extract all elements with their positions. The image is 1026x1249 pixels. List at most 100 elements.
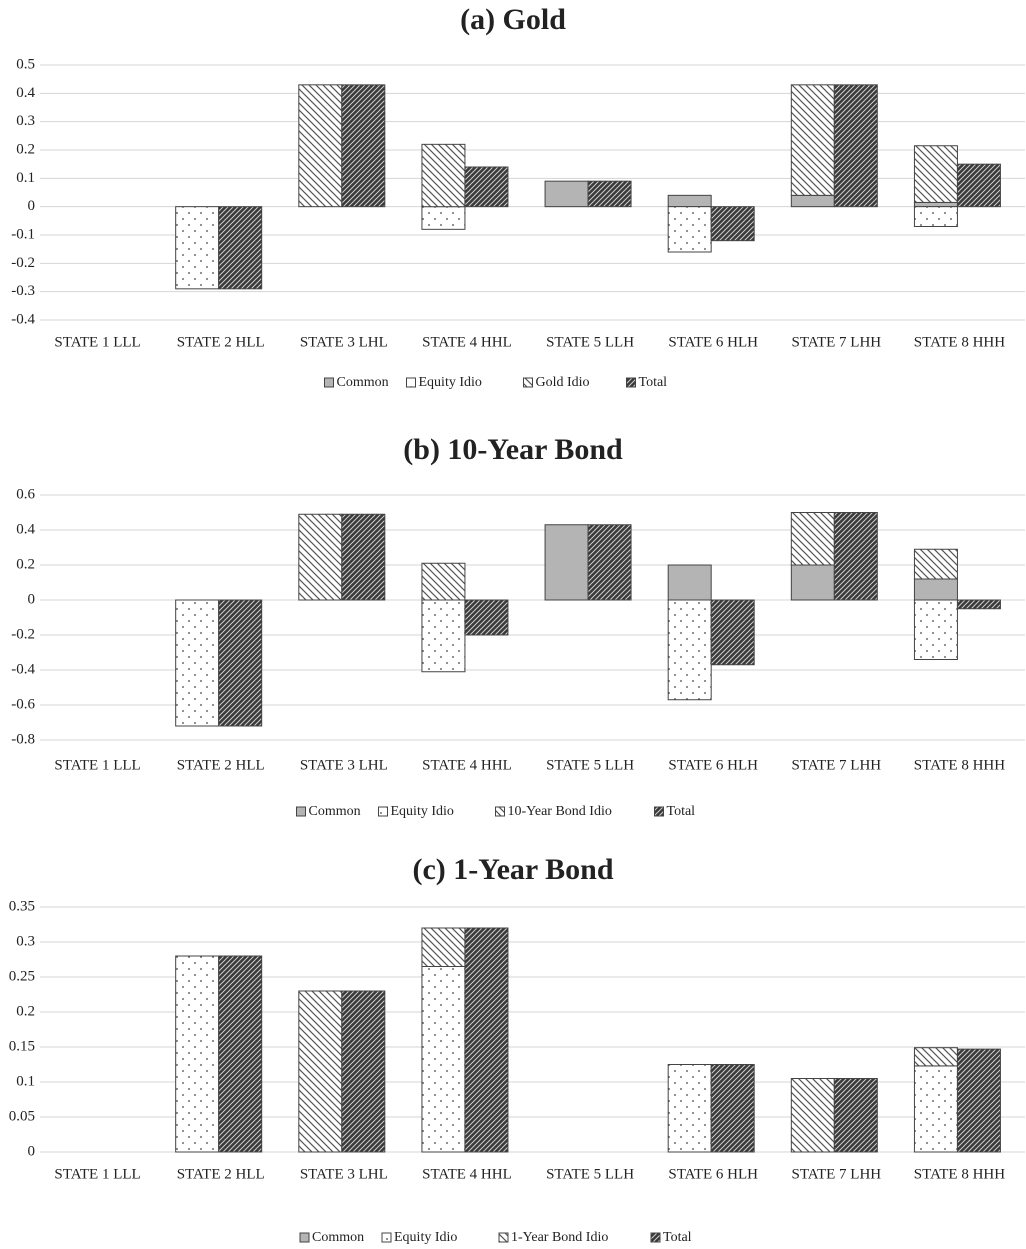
x-tick-label: STATE 3 LHL [300, 334, 388, 350]
x-tick-label: STATE 3 LHL [300, 1166, 388, 1182]
bar-segment [913, 1047, 958, 1067]
legend-swatch [650, 1232, 661, 1243]
legend-label: Equity Idio [394, 1230, 457, 1245]
y-tick-label: -0.2 [11, 255, 35, 271]
y-tick-label: 0.6 [16, 486, 35, 502]
y-tick-label: 0.35 [9, 898, 35, 914]
bar-segment [790, 194, 835, 208]
bar-segment [298, 513, 343, 601]
y-tick-label: 0 [28, 591, 36, 607]
bar-segment [421, 966, 466, 1153]
chart-title: (b) 10-Year Bond [403, 433, 623, 466]
x-tick-label: STATE 2 HLL [177, 334, 265, 350]
legend-label: Total [639, 375, 668, 390]
legend-label: Common [312, 1230, 364, 1245]
y-tick-label: 0.25 [9, 968, 35, 984]
y-tick-label: 0.2 [16, 141, 35, 157]
bar-segment [667, 564, 712, 601]
y-tick-label: -0.1 [11, 226, 35, 242]
y-tick-label: -0.8 [11, 731, 35, 747]
bar-segment [913, 206, 958, 228]
chart-title: (c) 1-Year Bond [412, 853, 613, 886]
legend-swatch [523, 377, 533, 388]
bar-segment [913, 548, 958, 580]
bar-segment [421, 143, 466, 208]
bar-segment [913, 578, 958, 601]
x-tick-label: STATE 2 HLL [177, 1166, 265, 1182]
bar-segment [913, 599, 958, 660]
bar-segment [833, 512, 878, 601]
y-tick-label: 0.2 [16, 556, 35, 572]
bar-segment [544, 180, 589, 208]
bar-segment [587, 180, 632, 208]
x-tick-label: STATE 2 HLL [177, 757, 265, 773]
legend-swatch [296, 806, 306, 817]
bar-segment [913, 145, 958, 203]
legend-label: Common [309, 804, 361, 819]
x-tick-label: STATE 1 LLL [54, 1166, 140, 1182]
legend-label: Total [663, 1230, 692, 1245]
x-tick-label: STATE 5 LLH [546, 1166, 634, 1182]
y-tick-label: -0.3 [11, 283, 35, 299]
bar-segment [175, 955, 220, 1153]
bar-segment [464, 927, 509, 1153]
bar-segment [667, 206, 712, 253]
x-tick-label: STATE 3 LHL [300, 757, 388, 773]
y-tick-label: 0.4 [16, 521, 35, 537]
legend-label: Equity Idio [419, 375, 482, 390]
y-tick-label: -0.4 [11, 311, 35, 327]
legend-swatch [378, 806, 388, 817]
legend-label: 1-Year Bond Idio [511, 1230, 608, 1245]
x-tick-label: STATE 6 HLH [668, 1166, 758, 1182]
bar-segment [667, 194, 712, 208]
legend-swatch [381, 1232, 392, 1243]
x-tick-label: STATE 7 LHH [791, 334, 881, 350]
x-tick-label: STATE 6 HLH [668, 757, 758, 773]
legend-label: 10-Year Bond Idio [508, 804, 612, 819]
legend-swatch [498, 1232, 509, 1243]
y-tick-label: 0.4 [16, 85, 35, 101]
y-tick-label: 0.05 [9, 1108, 35, 1124]
bar-segment [956, 163, 1001, 208]
bar-segment [341, 84, 386, 208]
legend-label: Gold Idio [536, 375, 590, 390]
bar-segment [710, 206, 755, 242]
bar-segment [956, 1048, 1001, 1153]
y-tick-label: 0.2 [16, 1003, 35, 1019]
legend-swatch [299, 1232, 310, 1243]
bar-segment [175, 206, 220, 290]
bar-segment [710, 1064, 755, 1153]
bar-segment [175, 599, 220, 727]
bar-segment [464, 599, 509, 636]
bar-segment [544, 524, 589, 601]
bar-segment [218, 206, 263, 290]
y-tick-label: 0.1 [16, 170, 35, 186]
y-tick-label: -0.4 [11, 661, 35, 677]
bar-segment [790, 512, 835, 566]
bar-segment [421, 562, 466, 601]
x-tick-label: STATE 1 LLL [54, 334, 140, 350]
bar-segment [833, 1078, 878, 1153]
bar-segment [218, 599, 263, 727]
x-tick-label: STATE 8 HHH [914, 1166, 1005, 1182]
bar-segment [913, 1065, 958, 1153]
legend-label: Common [337, 375, 389, 390]
y-tick-label: 0.3 [16, 113, 35, 129]
bar-segment [421, 206, 466, 230]
x-tick-label: STATE 1 LLL [54, 757, 140, 773]
bar-segment [421, 927, 466, 967]
bar-segment [341, 990, 386, 1153]
x-tick-label: STATE 8 HHH [914, 334, 1005, 350]
bar-segment [833, 84, 878, 208]
y-tick-label: 0.15 [9, 1038, 35, 1054]
x-tick-label: STATE 7 LHH [791, 757, 881, 773]
bar-segment [790, 84, 835, 196]
x-tick-label: STATE 5 LLH [546, 334, 634, 350]
bar-segment [667, 1064, 712, 1153]
y-tick-label: -0.6 [11, 696, 35, 712]
bar-segment [667, 599, 712, 701]
x-tick-label: STATE 5 LLH [546, 757, 634, 773]
y-tick-label: 0 [28, 198, 36, 214]
legend-swatch [406, 377, 416, 388]
